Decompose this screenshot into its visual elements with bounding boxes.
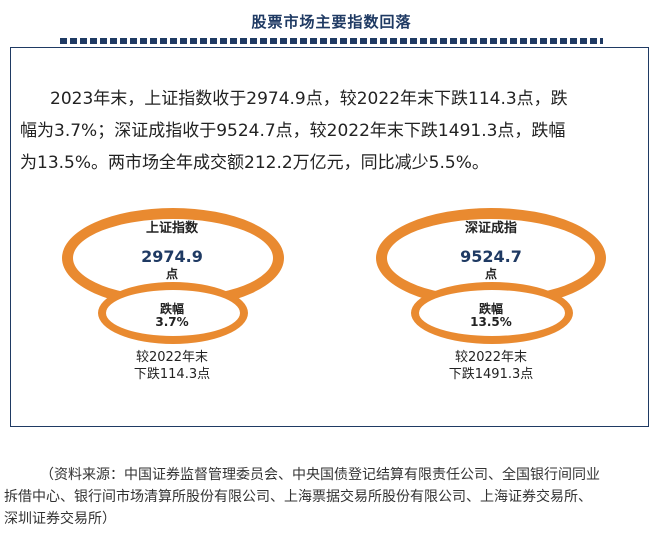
shanghai-drop-value: 3.7%	[155, 315, 189, 329]
shenzhen-inner-ring	[411, 282, 573, 344]
page-title: 股票市场主要指数回落	[251, 13, 412, 31]
shanghai-index-name: 上证指数	[145, 221, 198, 236]
source-line-2: 拆借中心、银行间市场清算所股份有限公司、上海票据交易所股份有限公司、上海证券交易…	[4, 489, 592, 505]
summary-line-1: 2023年末，上证指数收于2974.9点，较2022年末下跌114.3点，跌	[50, 89, 568, 109]
shenzhen-index-unit: 点	[484, 267, 497, 281]
shanghai-inner-ring	[98, 282, 248, 344]
shenzhen-caption-line-1: 较2022年末	[454, 350, 528, 365]
shanghai-index-unit: 点	[165, 267, 178, 281]
summary-line-3: 为13.5%。两市场全年成交额212.2万亿元，同比减少5.5%。	[20, 153, 489, 173]
shanghai-drop-label: 跌幅	[159, 302, 184, 316]
shenzhen-caption: 较2022年末 下跌1491.3点	[418, 349, 564, 383]
shanghai-index-value: 2974.9	[141, 247, 203, 266]
summary-line-2: 幅为3.7%；深证成指收于9524.7点，较2022年末下跌1491.3点，跌幅	[20, 121, 566, 141]
shenzhen-index-name: 深证成指	[464, 221, 517, 236]
source-line-1: （资料来源：中国证券监督管理委员会、中央国债登记结算有限责任公司、全国银行间同业	[40, 467, 600, 483]
shenzhen-caption-line-2: 下跌1491.3点	[448, 367, 534, 382]
source-line-3: 深圳证券交易所）	[4, 511, 116, 527]
shenzhen-index-value: 9524.7	[460, 247, 522, 266]
shanghai-caption-line-1: 较2022年末	[135, 350, 209, 365]
title-divider	[60, 38, 603, 44]
shanghai-caption: 较2022年末 下跌114.3点	[102, 349, 242, 383]
summary-paragraph: 2023年末，上证指数收于2974.9点，较2022年末下跌114.3点，跌 幅…	[20, 83, 635, 179]
shenzhen-drop-label: 跌幅	[478, 302, 503, 316]
shenzhen-drop-value: 13.5%	[470, 315, 512, 329]
shanghai-caption-line-2: 下跌114.3点	[133, 367, 211, 382]
